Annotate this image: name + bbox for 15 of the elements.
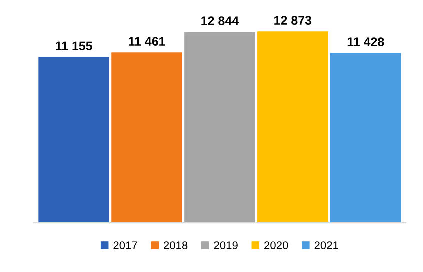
bar bbox=[184, 32, 256, 224]
legend-label: 2018 bbox=[164, 242, 188, 250]
bar bbox=[38, 57, 110, 224]
legend-label: 2020 bbox=[264, 242, 288, 250]
legend-label: 2017 bbox=[114, 242, 138, 250]
bar bbox=[258, 32, 328, 224]
legend-label: 2019 bbox=[214, 242, 238, 250]
data-label: 11 461 bbox=[129, 37, 166, 46]
data-label: 12 844 bbox=[202, 16, 240, 26]
data-label: 11 155 bbox=[56, 42, 92, 51]
legend-label: 2021 bbox=[314, 242, 338, 250]
bar bbox=[112, 52, 182, 224]
bar bbox=[330, 53, 402, 224]
data-label: 12 873 bbox=[274, 16, 312, 26]
data-label: 11 428 bbox=[348, 38, 384, 46]
